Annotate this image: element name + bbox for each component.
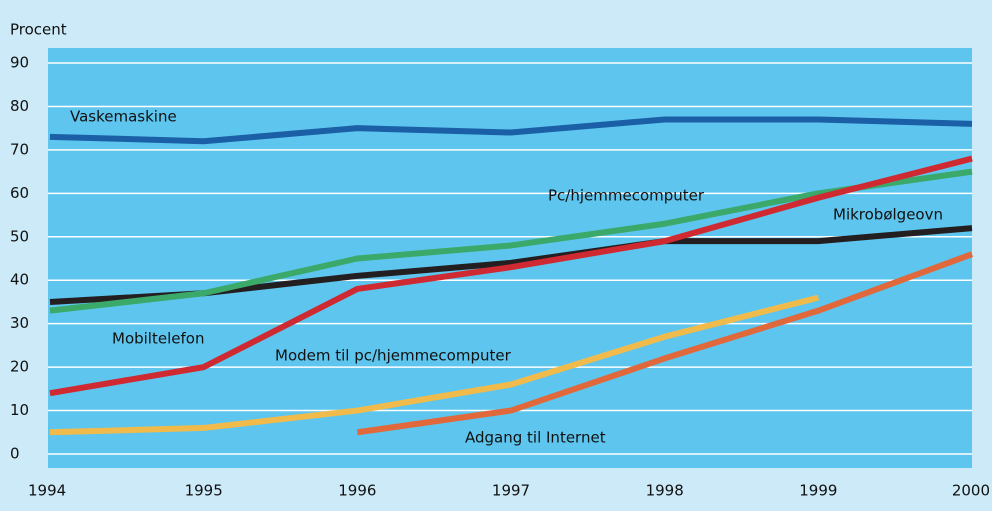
plot-area bbox=[48, 48, 972, 468]
y-tick-label: 80 bbox=[10, 97, 29, 115]
series-label: Vaskemaskine bbox=[70, 108, 177, 126]
series-line bbox=[49, 168, 973, 314]
series-line bbox=[49, 294, 820, 436]
series-label: Adgang til Internet bbox=[465, 429, 606, 447]
series-label: Mobiltelefon bbox=[112, 330, 204, 348]
x-tick-label: 1999 bbox=[799, 482, 837, 500]
x-tick-label: 1995 bbox=[185, 482, 223, 500]
series-line bbox=[49, 155, 973, 397]
x-tick-label: 1998 bbox=[646, 482, 684, 500]
x-tick-label: 1997 bbox=[492, 482, 530, 500]
series-line bbox=[356, 251, 974, 436]
y-axis-label: Procent bbox=[10, 21, 67, 39]
series-label: Mikrobølgeovn bbox=[833, 206, 943, 224]
y-tick-label: 90 bbox=[10, 54, 29, 72]
series-label: Pc/hjemmecomputer bbox=[548, 187, 705, 205]
y-tick-label: 10 bbox=[10, 401, 29, 419]
x-tick-label: 1994 bbox=[28, 482, 66, 500]
y-tick-label: 70 bbox=[10, 140, 29, 158]
series-line bbox=[49, 116, 973, 145]
x-tick-label: 2000 bbox=[952, 482, 990, 500]
y-tick-label: 60 bbox=[10, 184, 29, 202]
y-tick-label: 0 bbox=[10, 445, 20, 463]
y-tick-label: 40 bbox=[10, 271, 29, 289]
y-tick-label: 50 bbox=[10, 227, 29, 245]
y-tick-label: 30 bbox=[10, 314, 29, 332]
x-tick-label: 1996 bbox=[338, 482, 376, 500]
y-tick-label: 20 bbox=[10, 358, 29, 376]
series-label: Modem til pc/hjemmecomputer bbox=[275, 347, 512, 365]
